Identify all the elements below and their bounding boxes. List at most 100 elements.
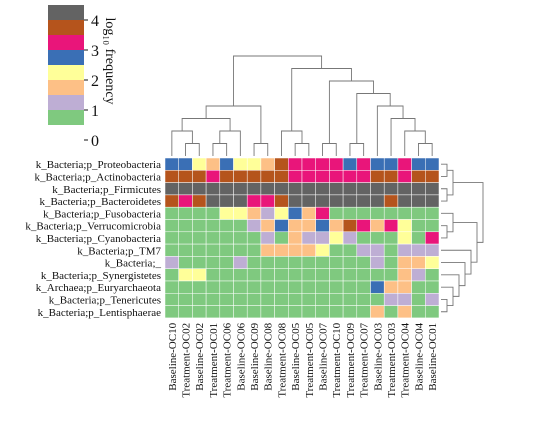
heatmap-cell (301, 231, 316, 245)
heatmap-cell (205, 293, 221, 306)
heatmap-cell (246, 170, 262, 183)
heatmap-cell (178, 305, 193, 319)
column-label: Baseline-OC01 (427, 323, 439, 391)
heatmap-cell (205, 182, 221, 196)
heatmap-cell (164, 280, 179, 294)
heatmap-cell (233, 194, 248, 208)
row-label: k_Bacteria;p_Synergistetes (41, 270, 161, 282)
heatmap-cell (260, 157, 275, 171)
column-label: Baseline-OC07 (318, 322, 330, 390)
heatmap-cell (370, 243, 385, 257)
heatmap-cell (301, 170, 316, 183)
column-dendrogram-branch (294, 143, 310, 156)
heatmap-cell (192, 305, 207, 319)
row-label: k_Bacteria;p_Lentisphaerae (38, 307, 162, 319)
heatmap-cell (329, 243, 344, 257)
heatmap-cell (397, 243, 412, 257)
heatmap-cell (383, 182, 399, 196)
heatmap-cell (219, 268, 234, 282)
heatmap-cell (192, 243, 207, 257)
heatmap-cell (274, 268, 289, 282)
heatmap-cell (411, 194, 426, 208)
row-dendrogram-branch (441, 274, 460, 297)
row-label: k_Bacteria;p_TM7 (77, 245, 161, 257)
row-dendrogram-branch (441, 299, 448, 313)
heatmap-cell (383, 268, 399, 282)
heatmap-cell (260, 268, 275, 282)
heatmap-cell (288, 231, 303, 245)
heatmap-cell (260, 293, 275, 306)
heatmap-cell (260, 305, 275, 319)
row-dendrogram-branch (441, 163, 448, 177)
heatmap-cell (425, 206, 440, 220)
column-dendrogram-branch (253, 143, 269, 156)
row-dendrogram-branch (441, 188, 448, 202)
heatmap-cell (397, 194, 412, 208)
row-label: k_Bacteria;p_Tenericutes (49, 294, 161, 306)
heatmap-cell (219, 157, 234, 171)
heatmap-cell (233, 231, 248, 245)
column-label: Treatment-OC02 (181, 323, 193, 398)
heatmap-cell (356, 268, 371, 282)
heatmap-cell (164, 256, 179, 269)
heatmap-cell (192, 182, 207, 196)
row-label: k_Bacteria;p_Actinobacteria (35, 171, 162, 183)
heatmap-cell (356, 219, 371, 233)
row-dendrogram-branch (441, 262, 466, 287)
legend-swatch (48, 80, 84, 95)
heatmap-cell (329, 305, 344, 319)
heatmap-cell (178, 170, 193, 183)
heatmap-cell (342, 280, 358, 294)
heatmap-cell (164, 157, 179, 171)
heatmap-cell (178, 243, 193, 257)
heatmap-cell (301, 268, 316, 282)
heatmap-cell (425, 219, 440, 233)
heatmap-cell (246, 280, 262, 294)
heatmap-cell (383, 170, 399, 183)
heatmap-cell (342, 243, 358, 257)
heatmap-cell (219, 231, 234, 245)
heatmap-cell (342, 206, 358, 220)
heatmap-cell (288, 243, 303, 257)
column-label: Baseline-OC04 (413, 322, 425, 390)
column-dendrogram-branch (322, 143, 337, 156)
heatmap-cell (411, 170, 426, 183)
heatmap-cell (411, 231, 426, 245)
heatmap-cell (370, 194, 385, 208)
heatmap-cell (246, 231, 262, 245)
heatmap-cell (178, 293, 193, 306)
heatmap-cell (329, 170, 344, 183)
heatmap-cell (205, 219, 221, 233)
heatmap-cell (219, 170, 234, 183)
heatmap-cells (164, 157, 440, 319)
heatmap-cell (315, 182, 330, 196)
heatmap-cell (383, 305, 399, 319)
heatmap-cell (260, 243, 275, 257)
column-label: Baseline-OC09 (249, 322, 261, 390)
heatmap-cell (425, 194, 440, 208)
column-dendrogram-branch (212, 143, 228, 156)
heatmap-cell (192, 293, 207, 306)
heatmap-cell (178, 280, 193, 294)
heatmap-cell (370, 293, 385, 306)
heatmap-cell (233, 243, 248, 257)
heatmap-cell (397, 219, 412, 233)
heatmap-cell (370, 157, 385, 171)
heatmap-cell (315, 243, 330, 257)
heatmap-cell (329, 182, 344, 196)
row-label: k_Bacteria;p_Firmicutes (52, 184, 161, 196)
heatmap-cell (411, 268, 426, 282)
heatmap-cell (370, 206, 385, 220)
heatmap-cell (233, 268, 248, 282)
heatmap-cell (192, 231, 207, 245)
heatmap-cell (164, 243, 179, 257)
heatmap-cell (425, 280, 440, 294)
heatmap-cell (329, 268, 344, 282)
heatmap-cell (233, 256, 248, 269)
heatmap-cell (342, 256, 358, 269)
heatmap-cell (411, 256, 426, 269)
heatmap-cell (233, 219, 248, 233)
column-dendrogram (171, 55, 433, 156)
heatmap-cell (342, 231, 358, 245)
heatmap-cell (342, 157, 358, 171)
